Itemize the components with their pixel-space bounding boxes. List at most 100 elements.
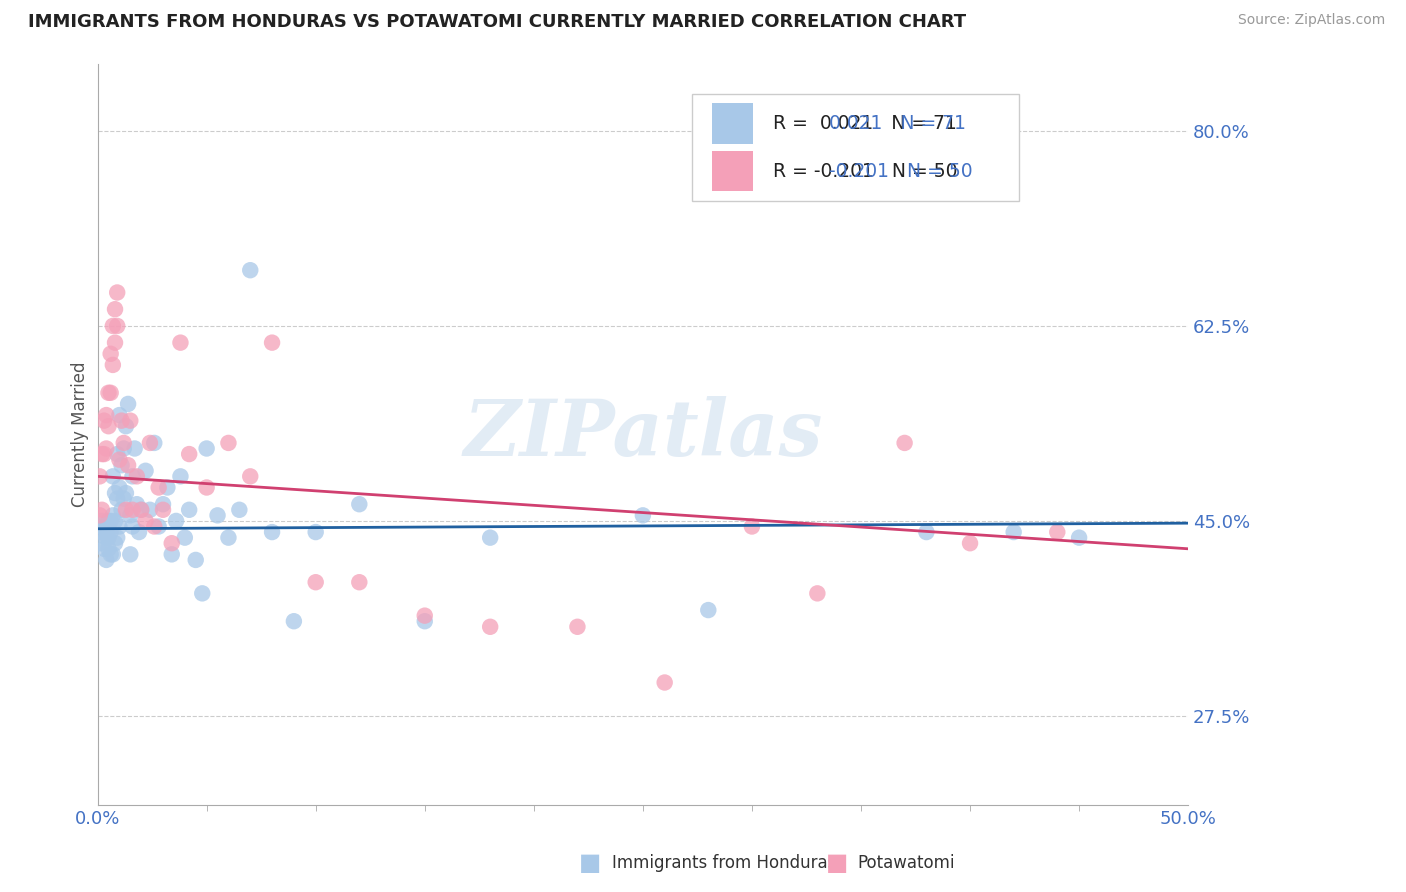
Point	[100, 385, 122, 400]
Point	[108, 408, 131, 422]
Text: Immigrants from Honduras: Immigrants from Honduras	[612, 855, 837, 872]
Point	[89, 508, 111, 523]
Point	[631, 508, 654, 523]
Point	[139, 503, 162, 517]
Y-axis label: Currently Married: Currently Married	[72, 362, 89, 508]
Point	[108, 452, 131, 467]
Point	[101, 547, 124, 561]
Point	[228, 503, 250, 517]
Point	[115, 503, 138, 517]
Point	[108, 481, 131, 495]
Point	[915, 524, 938, 539]
Text: IMMIGRANTS FROM HONDURAS VS POTAWATOMI CURRENTLY MARRIED CORRELATION CHART: IMMIGRANTS FROM HONDURAS VS POTAWATOMI C…	[28, 13, 966, 31]
Point	[152, 497, 174, 511]
Point	[217, 531, 239, 545]
Point	[110, 503, 132, 517]
Point	[139, 436, 162, 450]
Point	[160, 536, 183, 550]
Text: -0.201   N = 50: -0.201 N = 50	[830, 161, 973, 180]
Point	[184, 553, 207, 567]
Point	[806, 586, 828, 600]
Point	[262, 524, 284, 539]
Text: Source: ZipAtlas.com: Source: ZipAtlas.com	[1237, 13, 1385, 28]
Point	[156, 481, 179, 495]
Point	[91, 514, 114, 528]
Point	[105, 285, 128, 300]
Point	[89, 536, 111, 550]
Text: 0.021   N = 71: 0.021 N = 71	[830, 114, 966, 133]
Point	[108, 519, 131, 533]
Point	[96, 408, 118, 422]
Point	[152, 503, 174, 517]
Point	[1002, 524, 1025, 539]
Point	[120, 547, 142, 561]
Point	[349, 575, 371, 590]
Point	[129, 503, 152, 517]
Point	[96, 531, 118, 545]
Point	[479, 531, 502, 545]
Point	[305, 524, 328, 539]
Point	[93, 541, 115, 556]
Point	[100, 524, 122, 539]
Point	[93, 519, 115, 533]
Point	[413, 608, 436, 623]
Point	[101, 508, 124, 523]
Point	[97, 419, 120, 434]
Point	[1046, 524, 1069, 539]
Point	[121, 519, 143, 533]
Text: ZIPatlas: ZIPatlas	[463, 396, 823, 473]
Point	[104, 302, 127, 317]
Point	[96, 442, 118, 456]
Point	[112, 491, 135, 506]
Point	[125, 497, 148, 511]
Point	[96, 524, 118, 539]
Point	[97, 514, 120, 528]
FancyBboxPatch shape	[692, 94, 1019, 202]
Point	[115, 486, 138, 500]
Point	[179, 503, 201, 517]
Point	[121, 469, 143, 483]
Point	[97, 385, 120, 400]
Point	[169, 469, 191, 483]
Point	[173, 531, 195, 545]
Point	[101, 318, 124, 333]
Point	[112, 442, 135, 456]
Point	[893, 436, 915, 450]
Point	[1067, 531, 1090, 545]
Point	[104, 514, 127, 528]
Point	[413, 614, 436, 628]
Point	[239, 469, 262, 483]
Point	[117, 458, 139, 473]
Point	[117, 397, 139, 411]
Point	[91, 447, 114, 461]
Point	[100, 514, 122, 528]
Point	[305, 575, 328, 590]
Text: ■: ■	[825, 852, 848, 875]
Point	[89, 519, 111, 533]
Point	[101, 469, 124, 483]
Point	[697, 603, 720, 617]
Point	[195, 481, 218, 495]
Point	[165, 514, 187, 528]
Point	[129, 503, 152, 517]
Point	[169, 335, 191, 350]
Point	[120, 508, 142, 523]
Point	[179, 447, 201, 461]
Point	[89, 469, 111, 483]
Point	[100, 347, 122, 361]
Point	[93, 414, 115, 428]
Point	[741, 519, 763, 533]
Point	[148, 519, 170, 533]
Point	[143, 519, 166, 533]
Point	[96, 553, 118, 567]
Point	[105, 491, 128, 506]
Point	[105, 318, 128, 333]
Point	[125, 469, 148, 483]
Point	[110, 414, 132, 428]
Point	[112, 436, 135, 450]
Point	[143, 436, 166, 450]
Point	[105, 531, 128, 545]
FancyBboxPatch shape	[711, 103, 754, 145]
Text: Potawatomi: Potawatomi	[858, 855, 955, 872]
Point	[97, 541, 120, 556]
